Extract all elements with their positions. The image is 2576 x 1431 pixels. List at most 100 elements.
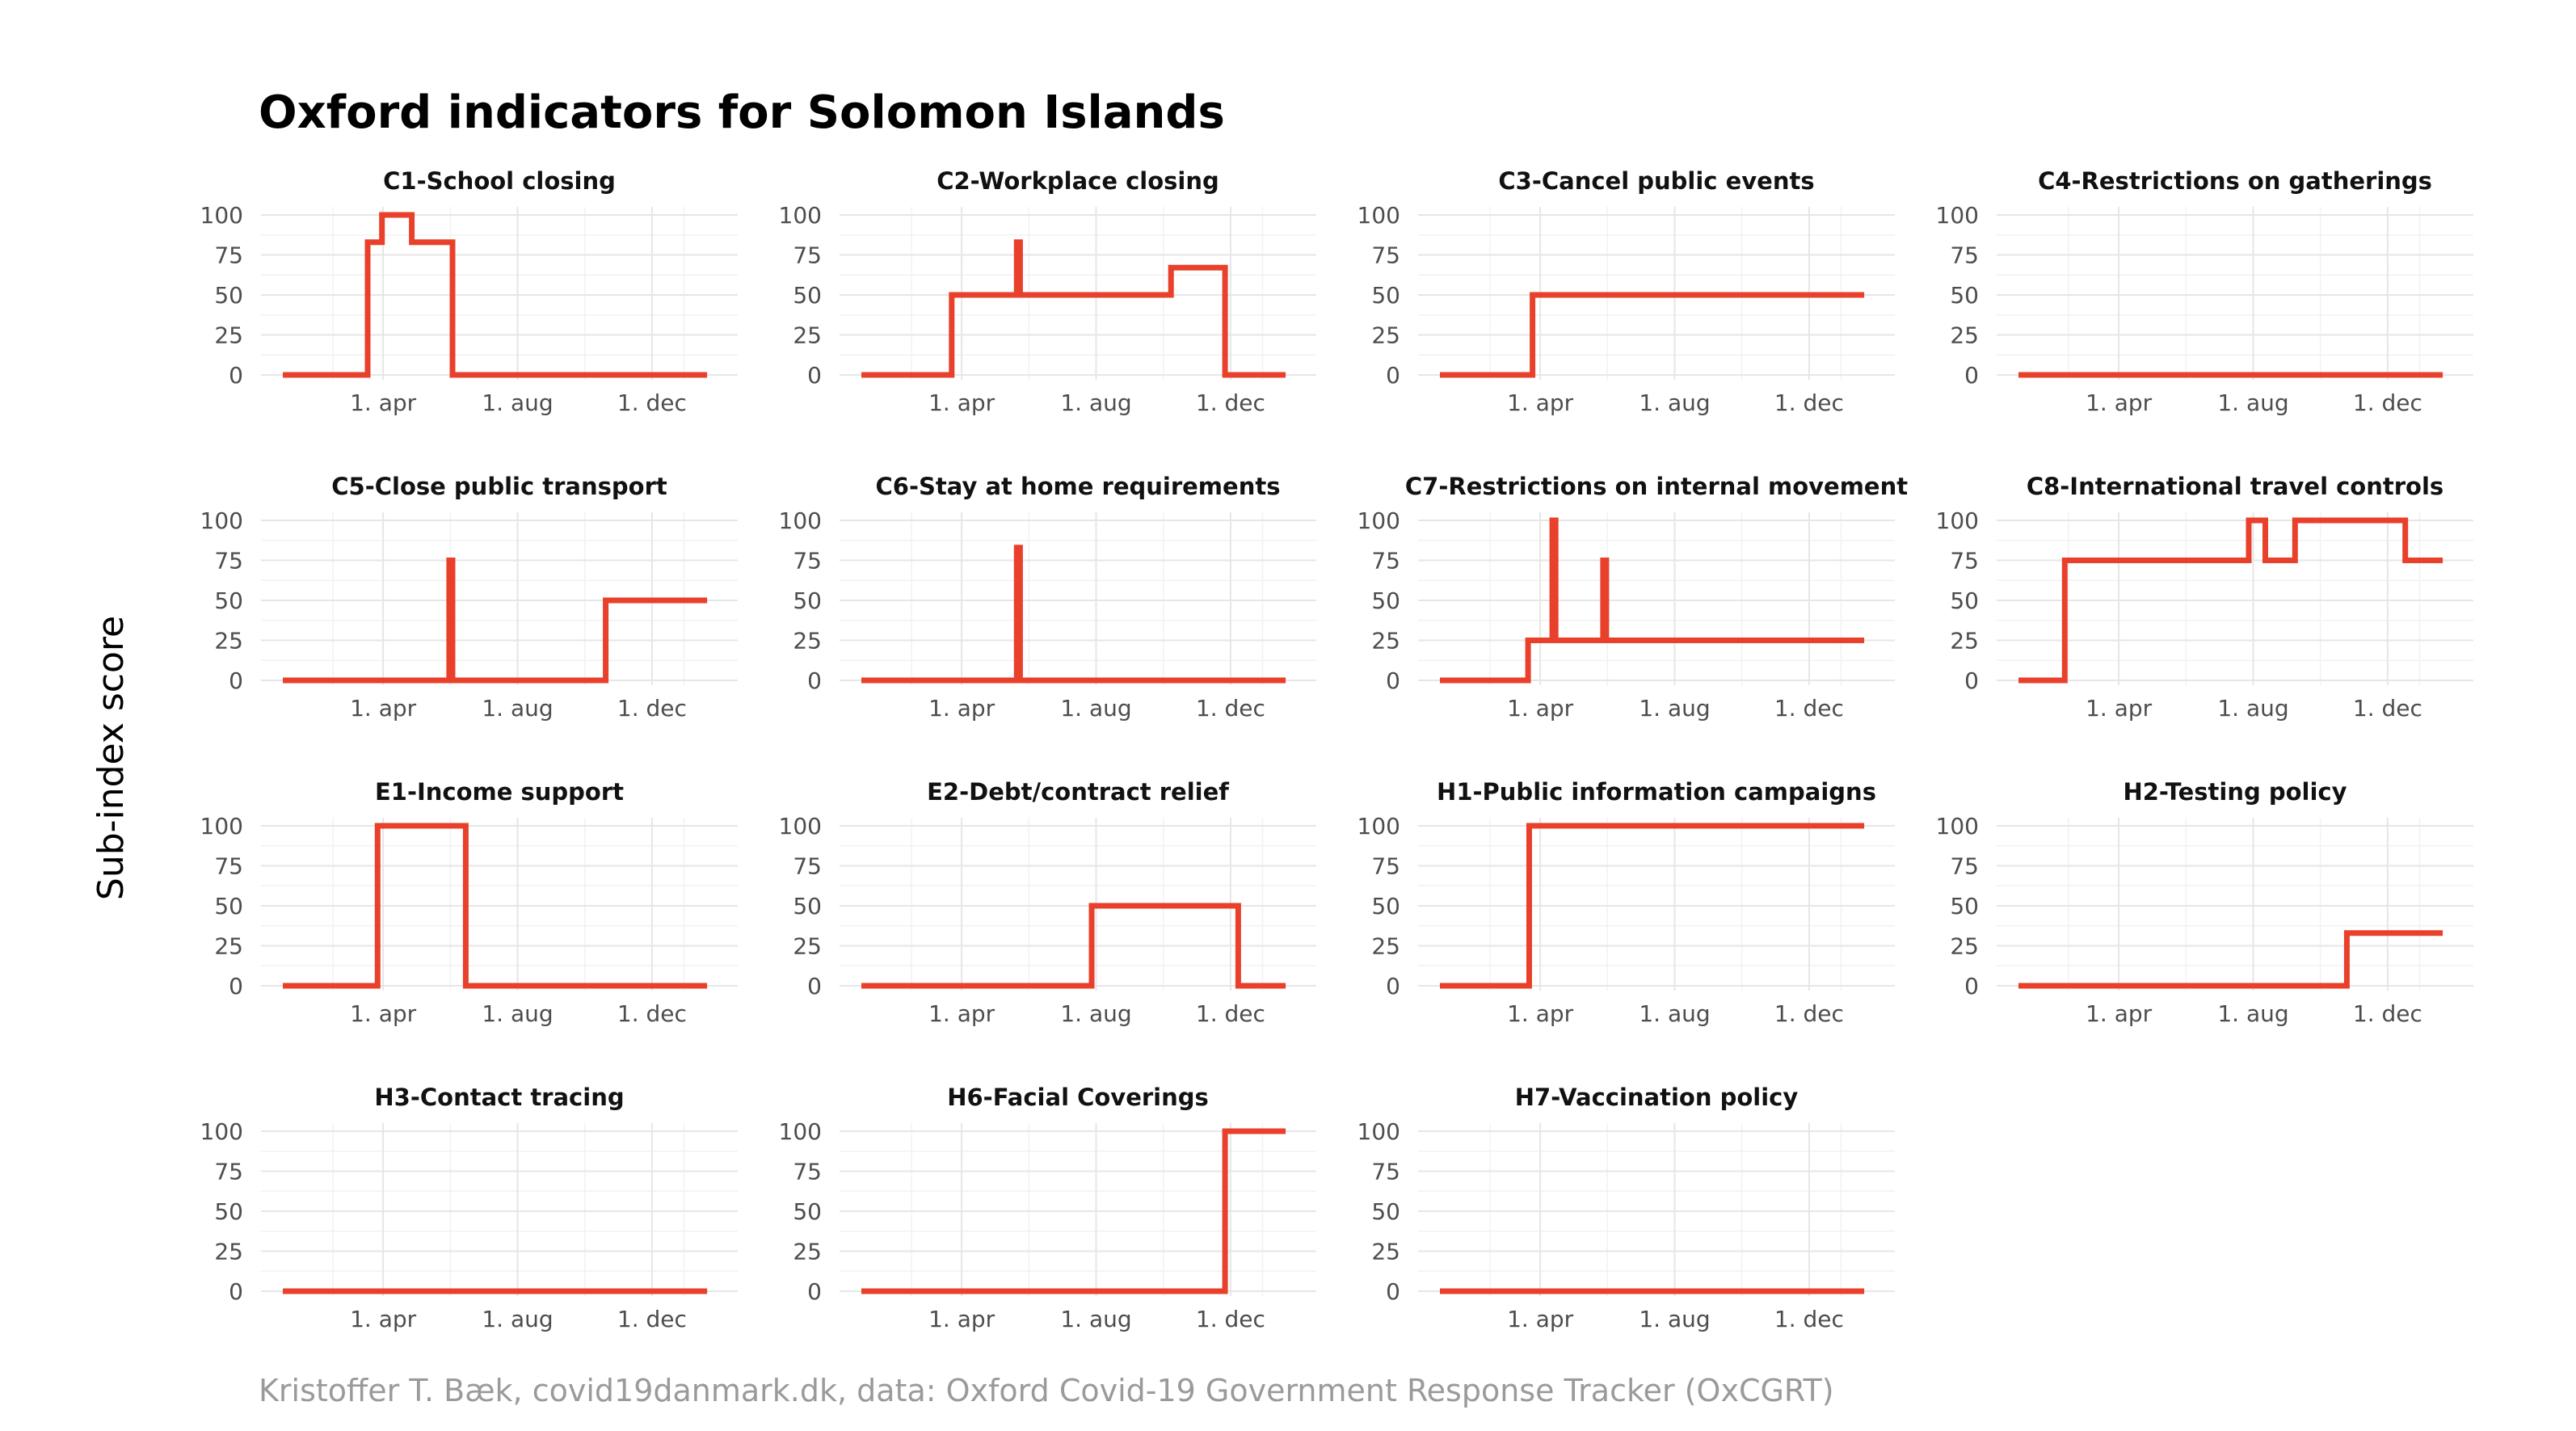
y-tick-label: 75 [793, 242, 822, 269]
panel-2: C2-Workplace closing 0 25 50 75 100 1. apr 1. a… [779, 167, 1316, 416]
x-tick-label: 1. apr [350, 1000, 417, 1027]
panel-12: H2-Testing policy 0 25 50 75 100 1. apr 1. aug 1… [1936, 778, 2473, 1027]
y-tick-label: 50 [214, 1198, 243, 1225]
x-tick-label: 1. dec [617, 1000, 687, 1027]
panel-9: E1-Income support 0 25 50 75 100 1. apr 1. aug 1… [200, 778, 738, 1027]
panel-3: C3-Cancel public events 0 25 50 75 100 1. apr 1… [1357, 167, 1895, 416]
panel-8: C8-International travel controls 0 25 50 75 1… [1936, 473, 2473, 722]
panel-title: E2-Debt/contract relief [927, 778, 1229, 806]
y-tick-label: 0 [1386, 667, 1400, 694]
y-tick-label: 25 [214, 933, 243, 960]
x-tick-label: 1. apr [2086, 695, 2153, 722]
y-tick-label: 50 [793, 893, 822, 920]
y-tick-label: 50 [214, 587, 243, 614]
panel-4: C4-Restrictions on gatherings 0 25 50 75 100 1… [1936, 167, 2473, 416]
panel-title: H2-Testing policy [2123, 778, 2347, 806]
y-tick-label: 100 [1936, 507, 1979, 534]
x-tick-label: 1. dec [617, 389, 687, 416]
series-line [861, 1128, 1286, 1294]
caption: Kristoffer T. Bæk, covid19danmark.dk, da… [259, 1373, 1834, 1408]
x-tick-label: 1. dec [617, 695, 687, 722]
y-tick-label: 25 [1950, 933, 1979, 960]
y-tick-label: 100 [779, 813, 822, 840]
y-tick-label: 75 [1371, 548, 1400, 575]
y-tick-label: 0 [1964, 362, 1979, 389]
x-tick-label: 1. apr [928, 695, 995, 722]
x-tick-label: 1. dec [1196, 389, 1265, 416]
y-tick-label: 25 [793, 933, 822, 960]
panel-13: H3-Contact tracing 0 25 50 75 100 1. apr 1. aug… [200, 1084, 738, 1332]
series-line [2018, 517, 2443, 684]
y-tick-label: 100 [200, 813, 243, 840]
y-tick-label: 25 [1950, 322, 1979, 349]
y-tick-label: 75 [793, 1159, 822, 1185]
y-tick-label: 0 [1386, 973, 1400, 1000]
panel-title: E1-Income support [375, 778, 624, 806]
series-line [1440, 292, 1865, 378]
x-tick-label: 1. aug [482, 1000, 553, 1027]
series-line [1440, 517, 1865, 684]
panel-title: H3-Contact tracing [374, 1084, 624, 1111]
y-tick-label: 50 [1371, 282, 1400, 309]
panel-title: H7-Vaccination policy [1515, 1084, 1799, 1111]
panel-11: H1-Public information campaigns 0 25 50 75 10… [1357, 778, 1895, 1027]
panel-title: C7-Restrictions on internal movement [1405, 473, 1908, 500]
x-tick-label: 1. aug [1060, 1306, 1131, 1332]
y-tick-label: 25 [214, 322, 243, 349]
y-tick-label: 50 [1950, 893, 1979, 920]
x-tick-label: 1. aug [1639, 695, 1710, 722]
y-tick-label: 50 [793, 1198, 822, 1225]
x-tick-label: 1. apr [1507, 1000, 1574, 1027]
series-line [861, 903, 1286, 989]
y-tick-label: 0 [1386, 1278, 1400, 1305]
x-tick-label: 1. dec [1774, 389, 1844, 416]
y-tick-label: 0 [229, 973, 243, 1000]
x-tick-label: 1. dec [1774, 1000, 1844, 1027]
y-tick-label: 75 [214, 242, 243, 269]
y-tick-label: 100 [779, 507, 822, 534]
y-tick-label: 75 [1950, 853, 1979, 880]
y-tick-label: 100 [1357, 202, 1400, 229]
x-tick-label: 1. apr [1507, 1306, 1574, 1332]
panel-15: H7-Vaccination policy 0 25 50 75 100 1. apr 1. … [1357, 1084, 1895, 1332]
y-tick-label: 25 [1950, 628, 1979, 654]
y-tick-label: 75 [214, 853, 243, 880]
x-tick-label: 1. aug [1060, 695, 1131, 722]
y-tick-label: 100 [1936, 813, 1979, 840]
y-tick-label: 50 [793, 282, 822, 309]
x-tick-label: 1. aug [1639, 1306, 1710, 1332]
series-line [283, 558, 708, 684]
y-tick-label: 100 [1357, 507, 1400, 534]
y-tick-label: 25 [793, 628, 822, 654]
series-line [861, 545, 1286, 684]
x-tick-label: 1. aug [1060, 389, 1131, 416]
y-tick-label: 100 [1357, 1118, 1400, 1145]
y-tick-label: 25 [793, 322, 822, 349]
y-tick-label: 25 [1371, 1239, 1400, 1265]
panels: C1-School closing 0 25 50 75 100 1. apr 1. aug 1… [200, 167, 2473, 1332]
y-tick-label: 75 [793, 853, 822, 880]
y-tick-label: 75 [1950, 242, 1979, 269]
y-tick-label: 25 [214, 628, 243, 654]
y-tick-label: 25 [1371, 322, 1400, 349]
y-tick-label: 0 [229, 1278, 243, 1305]
panel-14: H6-Facial Coverings 0 25 50 75 100 1. apr 1. au… [779, 1084, 1316, 1332]
y-tick-label: 100 [1357, 813, 1400, 840]
x-tick-label: 1. apr [350, 1306, 417, 1332]
series-line [2018, 930, 2443, 989]
x-tick-label: 1. apr [928, 1306, 995, 1332]
y-tick-label: 75 [1371, 1159, 1400, 1185]
y-tick-label: 0 [807, 1278, 822, 1305]
x-tick-label: 1. aug [482, 389, 553, 416]
y-tick-label: 50 [1950, 282, 1979, 309]
y-tick-label: 50 [214, 893, 243, 920]
y-tick-label: 50 [793, 587, 822, 614]
x-tick-label: 1. apr [928, 1000, 995, 1027]
y-tick-label: 25 [214, 1239, 243, 1265]
y-tick-label: 100 [200, 202, 243, 229]
panel-title: C2-Workplace closing [937, 167, 1219, 195]
x-tick-label: 1. apr [350, 389, 417, 416]
y-tick-label: 100 [200, 507, 243, 534]
x-tick-label: 1. dec [1196, 695, 1265, 722]
